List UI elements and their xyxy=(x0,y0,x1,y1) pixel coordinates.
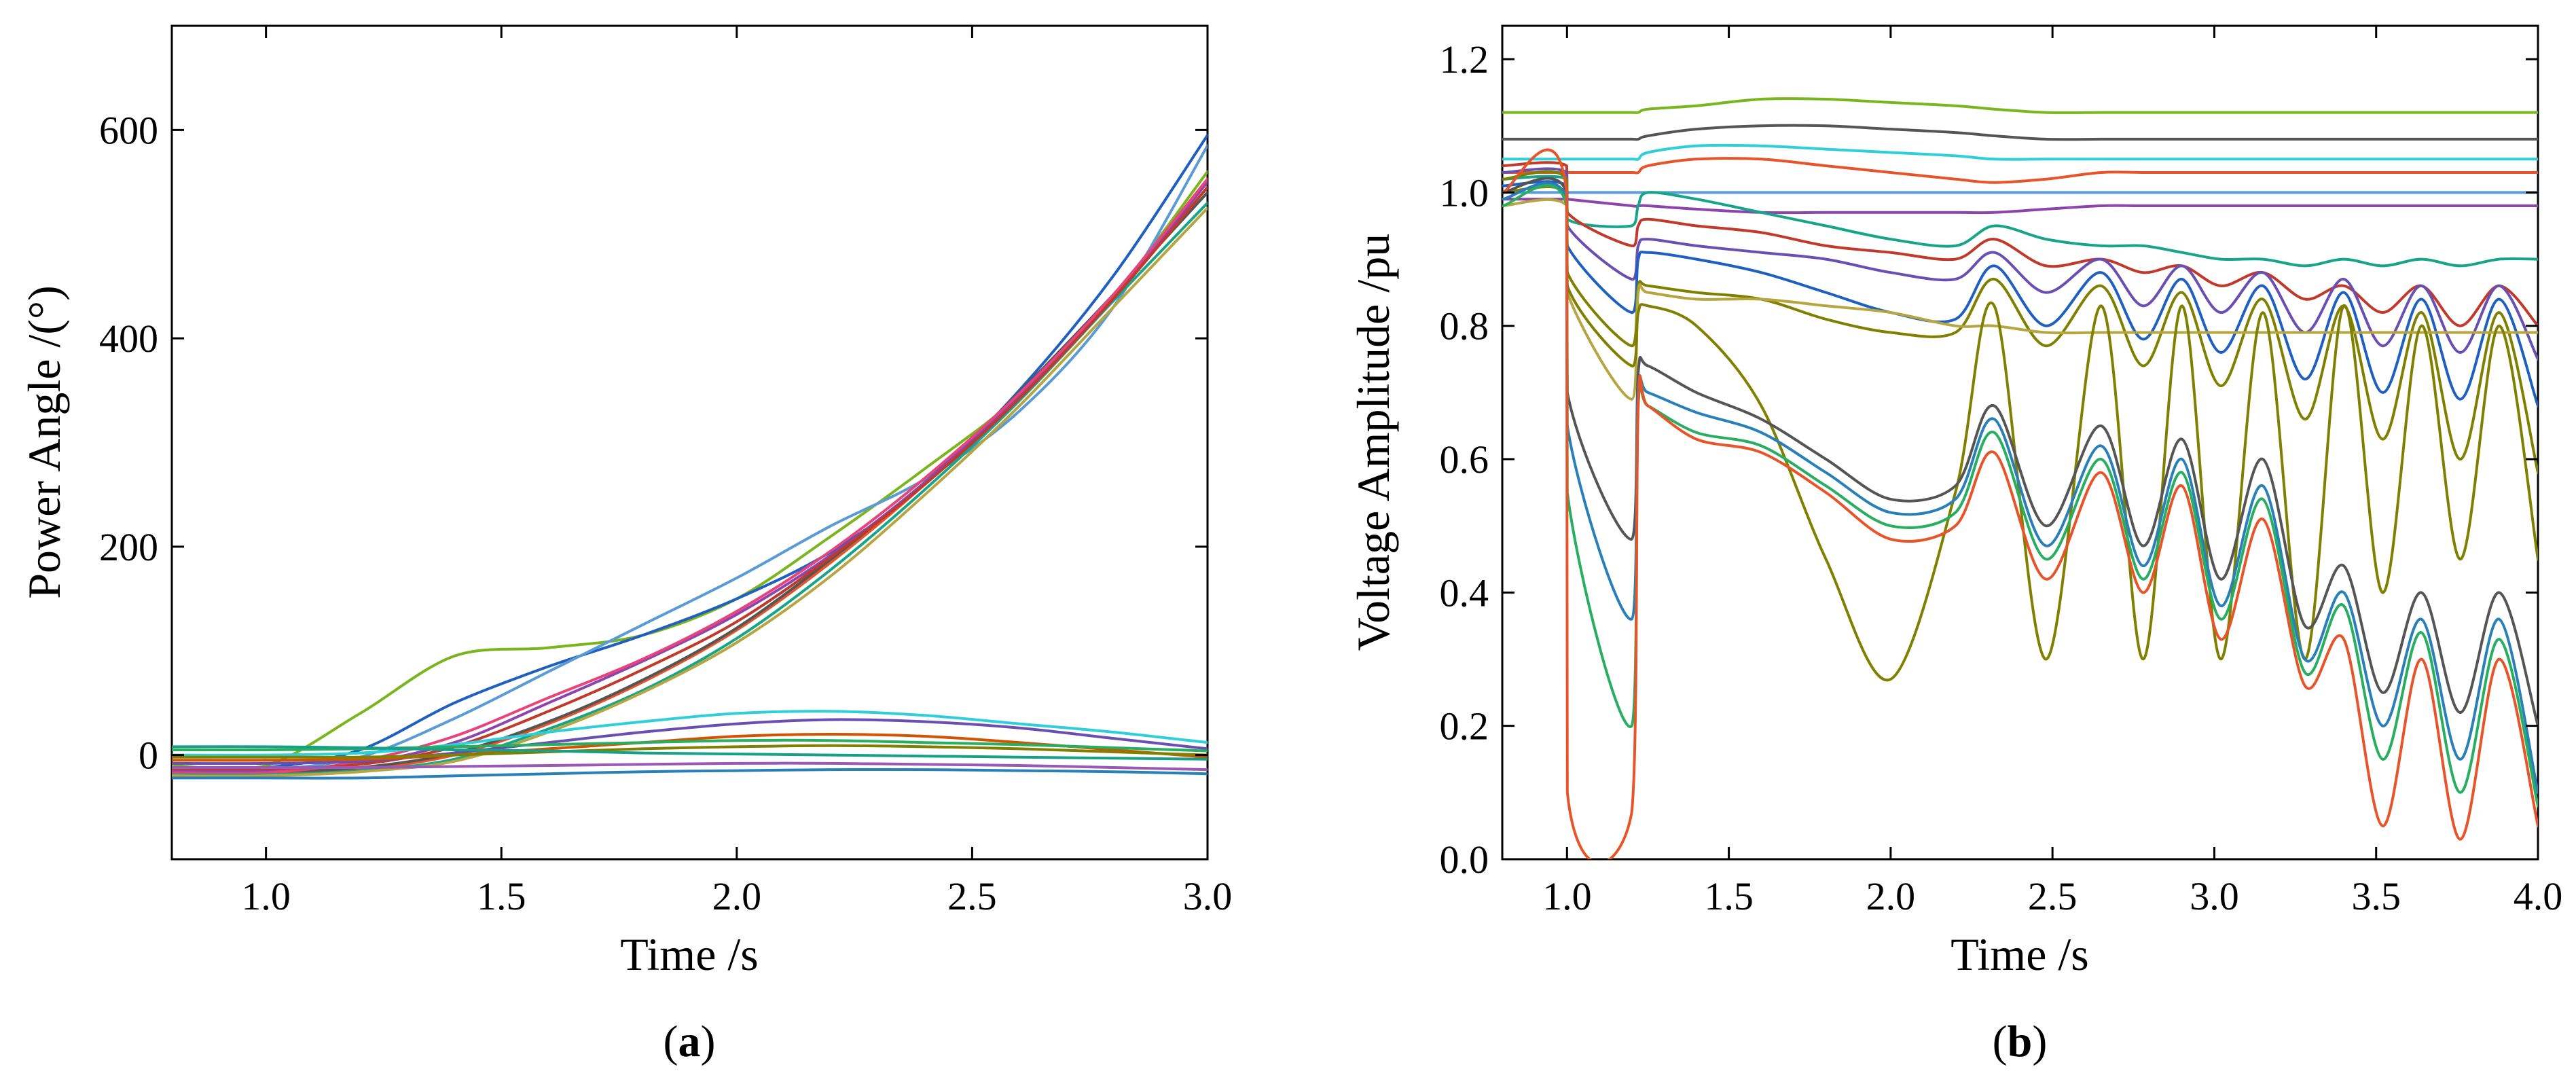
series-line-a-17 xyxy=(172,761,1208,772)
series-line-b-7 xyxy=(1502,175,2538,268)
x-tick-label-b: 3.0 xyxy=(2190,874,2239,918)
panel-label-b-open: ( xyxy=(1993,1017,2008,1066)
y-tick-label-b: 0.6 xyxy=(1440,437,1489,482)
y-tick-label-a: 0 xyxy=(139,734,158,778)
plot-area-b xyxy=(1501,24,2539,861)
y-tick-label-b: 0.0 xyxy=(1440,837,1489,882)
series-line-a-11 xyxy=(172,710,1208,757)
panel-label-b: (b) xyxy=(1993,1017,2048,1066)
series-line-b-10 xyxy=(1502,180,2538,408)
series-line-b-13 xyxy=(1502,170,2538,682)
panel-label-a-letter: a xyxy=(678,1017,701,1066)
voltage-amplitude-chart: 1.0 1.5 2.0 2.5 3.0 3.5 4.0 0.0 0.2 0.4 0.6 0.8 1.0 1… xyxy=(1347,24,2563,1066)
y-axis-label-a: Power Angle /(°) xyxy=(18,285,70,599)
series-line-a-16 xyxy=(172,744,1208,759)
axis-ticks-a: 1.0 1.5 2.0 2.5 3.0 0 200 400 600 xyxy=(99,26,1232,918)
series-line-b-8 xyxy=(1502,161,2538,327)
series-line-a-13 xyxy=(172,733,1208,762)
x-tick-label-a: 1.0 xyxy=(241,874,291,918)
series-line-a-12 xyxy=(172,718,1208,765)
x-tick-label-b: 1.0 xyxy=(1542,874,1592,918)
y-tick-label-b: 0.4 xyxy=(1440,571,1489,615)
x-tick-label-b: 4.0 xyxy=(2514,874,2563,918)
y-tick-label-b: 1.0 xyxy=(1440,170,1489,215)
y-tick-label-b: 0.2 xyxy=(1440,704,1489,749)
series-line-a-18 xyxy=(172,745,1208,761)
x-tick-label-b: 1.5 xyxy=(1704,874,1754,918)
series-line-b-1 xyxy=(1502,97,2538,114)
x-tick-label-a: 2.5 xyxy=(947,874,997,918)
panel-label-a-open: ( xyxy=(664,1017,678,1066)
plot-area-a xyxy=(170,24,1209,861)
x-tick-label-a: 2.0 xyxy=(712,874,762,918)
series-line-a-10 xyxy=(172,206,1208,778)
x-tick-label-a: 1.5 xyxy=(477,874,526,918)
series-line-b-2 xyxy=(1502,124,2538,141)
axis-ticks-b: 1.0 1.5 2.0 2.5 3.0 3.5 4.0 0.0 0.2 0.4 0.6 0.8 1.0 1… xyxy=(1440,26,2563,918)
series-line-b-9 xyxy=(1502,167,2538,361)
panel-label-b-close: ) xyxy=(2032,1017,2047,1066)
y-axis-label-b: Voltage Amplitude /pu xyxy=(1347,234,1399,651)
x-tick-label-a: 3.0 xyxy=(1183,874,1233,918)
x-axis-label-b: Time /s xyxy=(1951,928,2088,980)
y-tick-label-b: 0.8 xyxy=(1440,304,1489,348)
series-line-b-12 xyxy=(1502,198,2538,401)
series-line-b-17 xyxy=(1502,148,2538,859)
series-line-a-15 xyxy=(172,768,1208,780)
panel-label-a: (a) xyxy=(664,1017,716,1066)
power-angle-chart: 1.0 1.5 2.0 2.5 3.0 0 200 400 600 Time /s Power … xyxy=(18,24,1232,1066)
panel-label-a-close: ) xyxy=(701,1017,716,1066)
series-lines-b xyxy=(1502,97,2538,859)
panel-label-b-letter: b xyxy=(2008,1017,2033,1066)
x-tick-label-b: 2.0 xyxy=(1866,874,1916,918)
series-lines-a xyxy=(172,134,1208,780)
x-axis-label-a: Time /s xyxy=(620,928,758,980)
series-line-b-11 xyxy=(1502,185,2538,474)
x-tick-label-b: 2.5 xyxy=(2028,874,2078,918)
series-line-b-3 xyxy=(1502,143,2538,161)
y-tick-label-b: 1.2 xyxy=(1440,37,1489,82)
y-tick-label-a: 600 xyxy=(99,108,158,152)
series-line-b-4 xyxy=(1502,157,2538,184)
y-tick-label-a: 400 xyxy=(99,317,158,361)
y-tick-label-a: 200 xyxy=(99,525,158,569)
series-line-a-9 xyxy=(172,185,1208,770)
x-tick-label-b: 3.5 xyxy=(2351,874,2401,918)
